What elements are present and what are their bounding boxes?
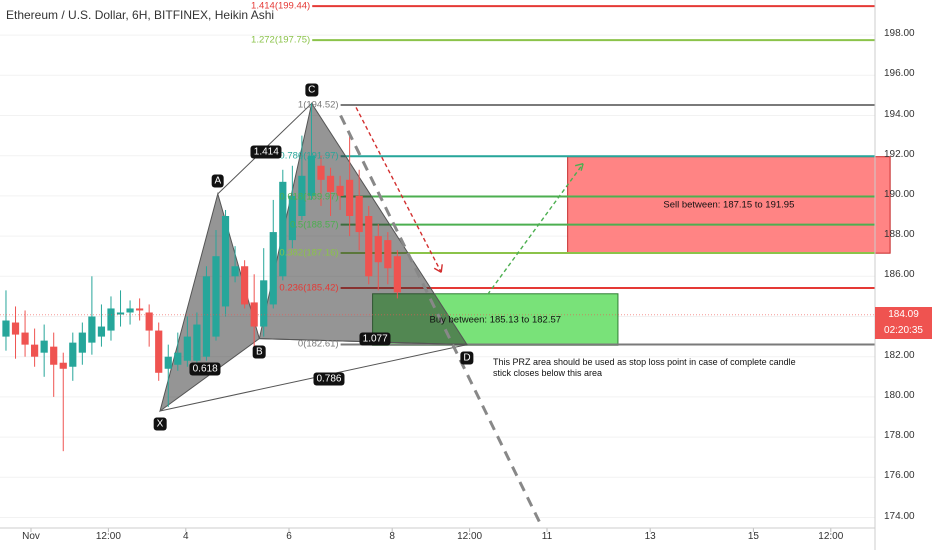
candle-body — [374, 236, 382, 263]
fib-level-label: 1.414(199.44) — [251, 0, 311, 12]
down-arrowhead-icon — [433, 264, 443, 273]
time-tick-label: 12:00 — [95, 531, 121, 542]
candle-body — [202, 276, 211, 357]
down-arrow-line — [355, 107, 442, 273]
time-tick-label: 4 — [183, 531, 189, 542]
price-tick-label: 190.00 — [884, 188, 915, 200]
time-tick-label: 6 — [286, 531, 292, 542]
candle-body — [393, 256, 401, 293]
current-price-tag: 184.09 — [875, 306, 932, 323]
fib-level-label: 0.618(189.97) — [279, 191, 339, 202]
price-tick-label: 176.00 — [884, 470, 915, 482]
candle-body — [221, 216, 230, 307]
price-tick-label: 194.00 — [884, 108, 915, 120]
candle-body — [298, 175, 306, 216]
candle-body — [2, 320, 10, 337]
time-tick-label: 12:00 — [457, 531, 483, 542]
fib-level-label: 0.236(185.42) — [279, 282, 339, 294]
candle-body — [40, 340, 48, 353]
candle-body — [11, 322, 20, 335]
pattern-ratio-label: 1.077 — [359, 332, 391, 346]
candle-body — [97, 326, 106, 337]
candle-body — [21, 332, 29, 345]
time-tick-label: 11 — [541, 531, 553, 542]
candle-body — [155, 330, 163, 373]
fib-level-label: 0.382(187.16) — [279, 247, 339, 259]
time-tick-label: Nov — [22, 531, 40, 542]
sell-zone-box — [567, 156, 891, 254]
up-arrowhead-icon — [574, 163, 584, 171]
candle-body — [250, 302, 258, 327]
candle-body — [279, 181, 287, 277]
candle-body — [231, 266, 239, 277]
chart-title: Ethereum / U.S. Dollar, 6H, BITFINEX, He… — [6, 8, 275, 22]
candle-body — [260, 280, 268, 327]
countdown-tag: 02:20:35 — [875, 322, 932, 339]
time-tick-label: 8 — [389, 531, 395, 542]
fib-level-label: 0.786(191.97) — [279, 150, 339, 162]
candle-body — [107, 308, 115, 331]
fib-level-label: 1.272(197.75) — [251, 34, 311, 46]
candle-body — [164, 356, 172, 369]
candle-body — [193, 324, 201, 361]
price-tick-label: 192.00 — [884, 148, 915, 160]
candle-body — [317, 165, 325, 180]
candle-body — [307, 155, 316, 196]
price-tick-label: 174.00 — [884, 510, 915, 522]
buy-zone-label: Buy between: 185.13 to 182.57 — [429, 314, 562, 325]
pattern-point-c: C — [305, 83, 319, 97]
candle-body — [336, 185, 344, 196]
price-tick-label: 182.00 — [884, 349, 915, 361]
candle-body — [50, 346, 58, 365]
candle-body — [174, 352, 182, 365]
candle-body — [136, 308, 144, 311]
candle-body — [183, 336, 191, 361]
candle-body — [69, 342, 77, 367]
pattern-ratio-label: 0.786 — [313, 372, 345, 386]
candle-body — [126, 308, 134, 313]
candle-body — [365, 216, 373, 277]
fib-level-label: 0(182.61) — [297, 338, 339, 350]
price-tick-label: 188.00 — [884, 229, 915, 241]
price-tick-label: 178.00 — [884, 430, 915, 442]
pattern-ratio-label: 0.618 — [189, 362, 221, 376]
time-tick-label: 13 — [644, 531, 656, 542]
candle-body — [355, 195, 363, 233]
projection-line — [339, 114, 541, 523]
candle-body — [88, 316, 96, 343]
candle-body — [212, 256, 220, 337]
pattern-ratio-label: 1.414 — [250, 145, 282, 159]
candle-body — [31, 344, 39, 357]
fib-level-label: 1(194.52) — [297, 99, 339, 111]
candle-body — [241, 266, 249, 305]
pattern-point-a: A — [211, 174, 225, 188]
candle-body — [384, 240, 392, 269]
pattern-point-d: D — [460, 351, 474, 365]
candle-body — [288, 195, 296, 241]
time-tick-label: 12:00 — [818, 531, 844, 542]
candle-body — [78, 332, 86, 353]
price-tick-label: 196.00 — [884, 68, 915, 80]
candle-body — [326, 175, 335, 192]
sell-zone-label: Sell between: 187.15 to 191.95 — [663, 199, 795, 211]
time-tick-label: 15 — [747, 531, 759, 542]
up-arrow-line — [487, 163, 584, 295]
candle-body — [346, 179, 354, 216]
price-tick-label: 180.00 — [884, 389, 915, 401]
candle-body — [269, 232, 277, 305]
price-tick-label: 198.00 — [884, 28, 915, 40]
price-tick-label: 186.00 — [884, 269, 915, 281]
candle-body — [59, 362, 67, 369]
pattern-point-x: X — [153, 417, 167, 431]
fib-level-label: 0.5(188.57) — [290, 219, 339, 231]
prz-annotation: This PRZ area should be used as stop los… — [493, 357, 796, 378]
pattern-point-b: B — [252, 345, 266, 359]
candle-body — [145, 312, 153, 331]
candle-body — [116, 312, 125, 315]
